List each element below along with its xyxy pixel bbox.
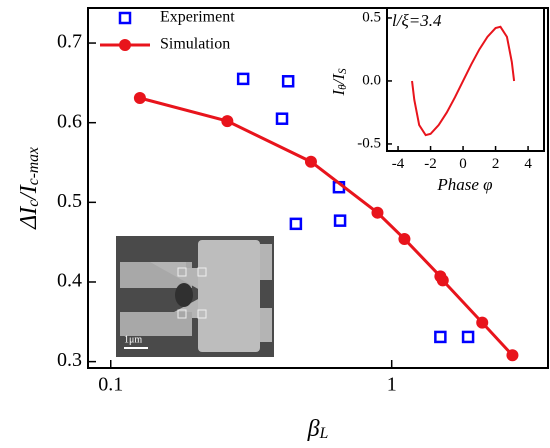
marker-circle bbox=[133, 92, 146, 104]
sem-image bbox=[116, 236, 274, 357]
y-tick-label: 0.7 bbox=[57, 31, 82, 53]
axis-label: ΔIc/Ic-max bbox=[16, 147, 43, 230]
axis-label-part: I bbox=[329, 89, 348, 97]
axis-label-part: β bbox=[307, 416, 320, 442]
x-tick-label: 4 bbox=[524, 156, 532, 172]
axis-label: Iθ/IS bbox=[329, 68, 349, 97]
marker-square bbox=[275, 112, 289, 125]
annotation: l/ξ=3.4 bbox=[392, 11, 442, 30]
legend-label: Experiment bbox=[160, 9, 235, 26]
y-tick-label: 0.4 bbox=[57, 270, 82, 292]
y-tick-label: 0.6 bbox=[57, 110, 82, 132]
inset-background bbox=[387, 8, 544, 151]
plot-frame bbox=[87, 7, 549, 369]
marker-circle bbox=[398, 232, 411, 245]
marker-square bbox=[281, 75, 295, 88]
marker-circle bbox=[436, 274, 449, 287]
axis-label-part: c bbox=[25, 200, 42, 207]
marker-circle bbox=[506, 349, 519, 362]
legend-label: Simulation bbox=[160, 36, 230, 53]
y-tick-label: 0.3 bbox=[57, 349, 82, 371]
legend-marker bbox=[119, 39, 131, 51]
axis-label-part: S bbox=[337, 68, 349, 74]
axis-label-part: ΔI bbox=[16, 206, 42, 230]
scale-bar-label: 1μm bbox=[124, 334, 142, 345]
marker-circle bbox=[476, 316, 489, 329]
marker-square bbox=[461, 330, 475, 344]
y-tick-label: 0.5 bbox=[57, 190, 82, 212]
plot-frame bbox=[386, 7, 545, 152]
marker-circle bbox=[304, 155, 317, 168]
y-tick-label: -0.5 bbox=[357, 135, 381, 151]
x-tick-label: 2 bbox=[492, 156, 500, 172]
x-tick-label: -4 bbox=[392, 156, 405, 172]
x-tick-label: -2 bbox=[424, 156, 437, 172]
axis-label-part: /I bbox=[329, 73, 348, 86]
x-tick-label: 1 bbox=[387, 374, 397, 396]
axis-label-part: c-max bbox=[25, 147, 42, 185]
axis-label-part: θ bbox=[337, 84, 349, 90]
marker-circle bbox=[371, 206, 384, 219]
x-tick-label: 0 bbox=[459, 156, 467, 172]
marker-circle bbox=[221, 115, 234, 128]
marker-square bbox=[333, 214, 347, 227]
axis-label: βL bbox=[307, 416, 329, 443]
marker-square bbox=[236, 72, 250, 86]
y-tick-label: 0.5 bbox=[362, 9, 381, 25]
x-axis-label: Phase φ bbox=[436, 175, 492, 194]
series-line bbox=[411, 25, 516, 137]
axis-label-part: L bbox=[319, 425, 329, 442]
marker-square bbox=[289, 217, 303, 231]
y-tick-label: 0.0 bbox=[362, 72, 381, 88]
marker-square bbox=[434, 330, 447, 344]
legend-marker bbox=[118, 11, 132, 25]
axis-label-part: /I bbox=[16, 184, 42, 202]
x-tick-label: 0.1 bbox=[98, 374, 123, 396]
